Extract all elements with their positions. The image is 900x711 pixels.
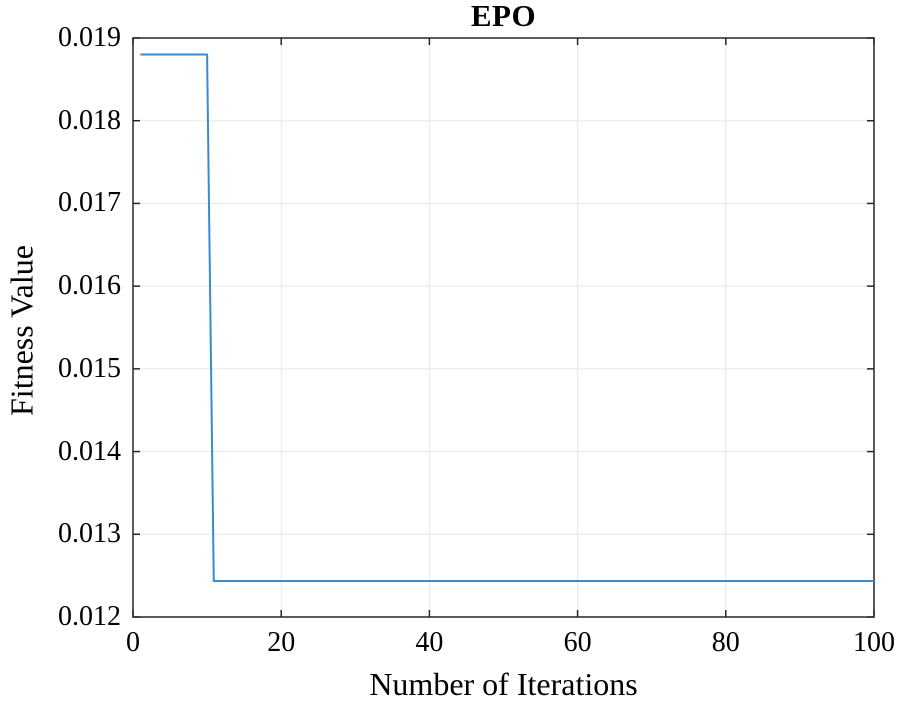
y-tick-label: 0.015 (58, 352, 121, 384)
y-tick-label: 0.012 (58, 601, 121, 632)
x-tick-label: 20 (267, 627, 296, 658)
x-tick-label: 60 (563, 627, 592, 658)
y-tick-label: 0.018 (58, 104, 121, 136)
y-tick-label: 0.013 (58, 518, 121, 550)
y-tick-label: 0.019 (58, 22, 121, 53)
axes-box (132, 37, 875, 618)
y-tick-label: 0.014 (58, 435, 121, 467)
axis-ticks (132, 37, 875, 618)
x-axis-label: Number of Iterations (369, 666, 638, 702)
chart-title: EPO (470, 0, 537, 33)
y-tick-label: 0.017 (58, 187, 121, 219)
x-tick-label: 0 (126, 627, 140, 658)
y-tick-label: 0.016 (58, 270, 121, 302)
x-tick-label: 100 (853, 627, 895, 658)
x-tick-label: 40 (415, 627, 444, 658)
x-tick-label: 80 (711, 627, 740, 658)
grid-lines (133, 38, 874, 617)
y-axis-label: Fitness Value (3, 245, 40, 416)
convergence-line (140, 53, 874, 583)
